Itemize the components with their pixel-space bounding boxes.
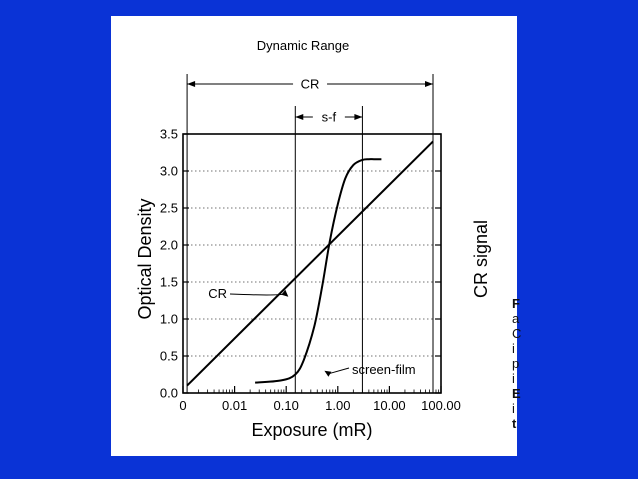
caption-char: E: [512, 386, 521, 401]
dynamic-range-chart: Dynamic Range CR s-f: [135, 38, 491, 440]
caption-char: i: [512, 371, 515, 386]
series-line-screen-film: [255, 158, 382, 384]
series-line-cr: [186, 140, 434, 387]
x-tick-label: 0.10: [274, 398, 299, 413]
x-tick-label: 0: [179, 398, 186, 413]
sf-range-label: s-f: [322, 110, 337, 125]
x-tick-label: 0.01: [222, 398, 247, 413]
caption-char: i: [512, 341, 515, 356]
x-axis-ticks: 0 0.01 0.10 1.00 10.00 100.00: [179, 386, 461, 413]
caption-char: C: [512, 326, 522, 341]
screen-film-callout-arrow: [328, 367, 350, 375]
sf-range-arrowhead-left: [295, 114, 304, 120]
plot-frame: [182, 133, 442, 394]
x-axis-label: Exposure (mR): [251, 420, 372, 440]
y-tick-label: 0.5: [160, 349, 178, 364]
grid-lines: [183, 170, 441, 357]
y-tick-label: 3.5: [160, 127, 178, 142]
chart-title: Dynamic Range: [257, 38, 350, 53]
y2-axis-label: CR signal: [471, 220, 491, 298]
caption-char: i: [512, 401, 515, 416]
y-tick-label: 2.5: [160, 201, 178, 216]
series-label-cr: CR: [208, 286, 227, 301]
caption-char: a: [512, 311, 520, 326]
figure-panel: Dynamic Range CR s-f: [111, 16, 517, 456]
caption-char: t: [512, 416, 517, 431]
screen-film-callout-arrowhead: [324, 370, 332, 377]
y-tick-label: 3.0: [160, 164, 178, 179]
cr-range-arrowhead-left: [187, 81, 196, 87]
sf-range-arrowhead-right: [354, 114, 363, 120]
y-axis-label: Optical Density: [135, 198, 155, 319]
cut-off-caption: F a C i p i E i t: [512, 296, 522, 431]
cr-callout-arrow: [229, 293, 285, 296]
series-label-screen-film: screen-film: [352, 362, 416, 377]
y-tick-label: 2.0: [160, 238, 178, 253]
cr-callout-arrowhead: [281, 289, 289, 297]
caption-char: F: [512, 296, 520, 311]
x-tick-label: 1.00: [325, 398, 350, 413]
y-tick-label: 1.0: [160, 312, 178, 327]
y-tick-label: 0.0: [160, 386, 178, 401]
x-tick-label: 100.00: [421, 398, 461, 413]
cr-range-arrowhead-right: [425, 81, 434, 87]
caption-char: p: [512, 356, 520, 371]
y-tick-label: 1.5: [160, 275, 178, 290]
x-tick-label: 10.00: [373, 398, 406, 413]
y-axis-ticks: 0.0 0.5 1.0 1.5 2.0 2.5 3.0 3.5: [160, 127, 441, 401]
cr-range-label: CR: [301, 77, 320, 92]
cr-range-bracket: CR: [186, 74, 434, 393]
sf-range-bracket: s-f: [294, 106, 363, 393]
